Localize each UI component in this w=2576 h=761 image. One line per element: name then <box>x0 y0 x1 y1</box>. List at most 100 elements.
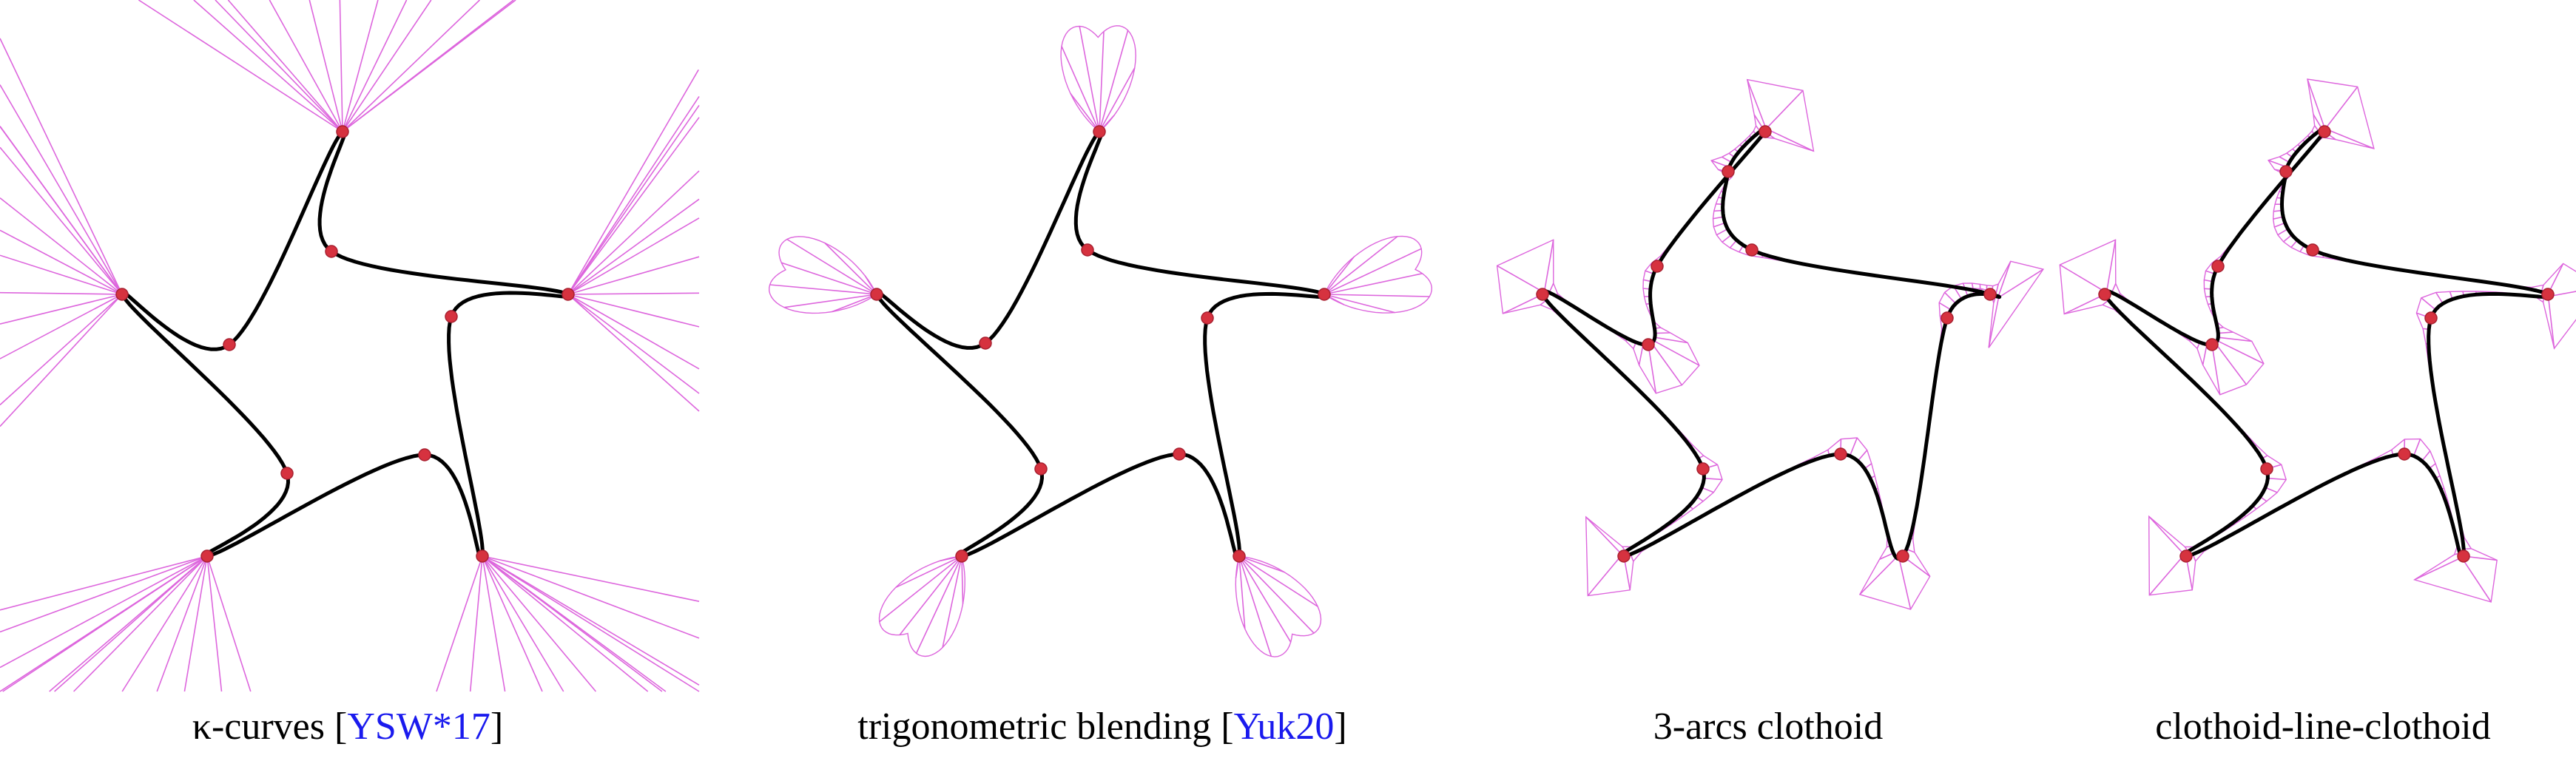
comb-ray <box>0 555 208 669</box>
comb-ray <box>227 0 343 132</box>
comb-tooth <box>1722 234 1732 243</box>
comb-tooth <box>1713 222 1726 228</box>
comb-tooth <box>832 294 877 313</box>
comb-ray <box>156 555 208 692</box>
comb-tooth <box>2277 228 2289 236</box>
comb-tooth <box>1585 516 1622 555</box>
control-point <box>336 125 349 138</box>
caption-text: clothoid-line-clothoid <box>2155 706 2491 748</box>
comb-ray <box>567 95 700 295</box>
comb-tooth <box>2414 557 2462 581</box>
caption-text: κ-curves [ <box>192 706 348 748</box>
comb-tooth <box>879 555 962 623</box>
panel-3-arcs-clothoid <box>1496 78 2045 610</box>
comb-ray <box>482 555 506 692</box>
comb-ray <box>215 0 343 132</box>
comb-ray <box>0 254 123 295</box>
control-point <box>1617 549 1631 563</box>
comb-ray <box>0 555 208 692</box>
comb-tooth <box>1324 248 1422 295</box>
comb-lobe <box>1235 555 1322 657</box>
control-point <box>1834 447 1847 461</box>
comb-ray <box>342 0 408 132</box>
comb-tooth <box>1503 294 1543 314</box>
caption-kappa-curves: κ-curves [YSW*17] <box>44 701 651 753</box>
comb-tooth <box>1766 128 1814 152</box>
comb-envelope <box>1496 78 2045 610</box>
control-point <box>223 338 236 351</box>
control-point <box>1233 549 1246 563</box>
comb-tooth <box>1655 332 1670 334</box>
comb-ray <box>342 0 480 132</box>
control-point <box>955 549 968 563</box>
comb-tooth <box>1079 26 1100 132</box>
comb-tooth <box>895 555 962 589</box>
control-point <box>2398 447 2411 461</box>
comb-tooth <box>781 262 877 295</box>
curvature-lobes <box>769 25 1433 657</box>
control-point <box>1093 125 1106 138</box>
comb-tooth <box>2214 342 2248 385</box>
comb-ray <box>482 555 564 692</box>
control-point <box>1081 243 1094 257</box>
caption-bracket: ] <box>490 706 504 748</box>
comb-ray <box>567 117 700 295</box>
curve-path <box>2102 126 2552 561</box>
comb-ray <box>138 0 343 132</box>
citation-link[interactable]: Yuk20 <box>1233 706 1335 748</box>
comb-tooth <box>1997 261 2012 297</box>
comb-ray <box>482 555 597 692</box>
control-point <box>979 336 992 350</box>
comb-tooth <box>1324 236 1398 295</box>
curvature-rays <box>0 0 700 692</box>
control-point <box>2279 165 2293 178</box>
curve-path <box>874 128 1329 561</box>
comb-tooth <box>1701 487 1714 493</box>
comb-ray <box>0 126 123 295</box>
control-point <box>1201 311 1214 325</box>
comb-tooth <box>1324 294 1395 314</box>
comb-ray <box>49 555 208 692</box>
comb-ray <box>342 0 514 132</box>
control-point <box>2318 125 2331 138</box>
control-point <box>2098 288 2111 301</box>
comb-tooth <box>1857 450 1868 461</box>
control-point <box>2211 260 2225 273</box>
comb-tooth <box>2148 515 2185 555</box>
comb-tooth <box>2265 487 2278 493</box>
comb-ray <box>567 294 700 328</box>
comb-tooth <box>1766 89 1804 129</box>
comb-tooth <box>1849 437 1858 456</box>
comb-tooth <box>1587 555 1622 597</box>
control-point <box>1651 260 1664 273</box>
comb-tooth <box>783 294 877 308</box>
comb-tooth <box>2421 297 2436 311</box>
comb-ray <box>567 104 700 295</box>
control-point <box>2424 311 2438 325</box>
citation-link[interactable]: YSW*17 <box>347 706 490 748</box>
control-point <box>1896 549 1909 563</box>
caption-trigonometric-blending: trigonometric blending [Yuk20] <box>740 701 1465 753</box>
panel-kappa-curves <box>0 0 700 692</box>
comb-ray <box>0 146 123 295</box>
comb-ray <box>206 555 252 692</box>
control-point <box>1696 462 1710 476</box>
comb-ray <box>567 294 700 370</box>
comb-tooth <box>1938 302 1952 311</box>
comb-ray <box>0 229 123 295</box>
comb-tooth <box>1238 555 1292 643</box>
caption-3-arcs-clothoid: 3-arcs clothoid <box>1539 701 1997 753</box>
comb-tooth <box>1099 30 1129 132</box>
control-point <box>115 288 129 301</box>
comb-tooth <box>1324 294 1430 297</box>
comb-ray <box>567 292 700 295</box>
comb-tooth <box>2274 222 2285 228</box>
comb-ray <box>567 170 700 295</box>
control-point <box>1983 288 1997 301</box>
comb-tooth <box>1061 46 1100 132</box>
control-point <box>2179 549 2193 563</box>
comb-lobe <box>769 236 877 314</box>
comb-tooth <box>2218 336 2252 342</box>
comb-tooth <box>769 284 877 295</box>
comb-ray <box>0 294 123 427</box>
